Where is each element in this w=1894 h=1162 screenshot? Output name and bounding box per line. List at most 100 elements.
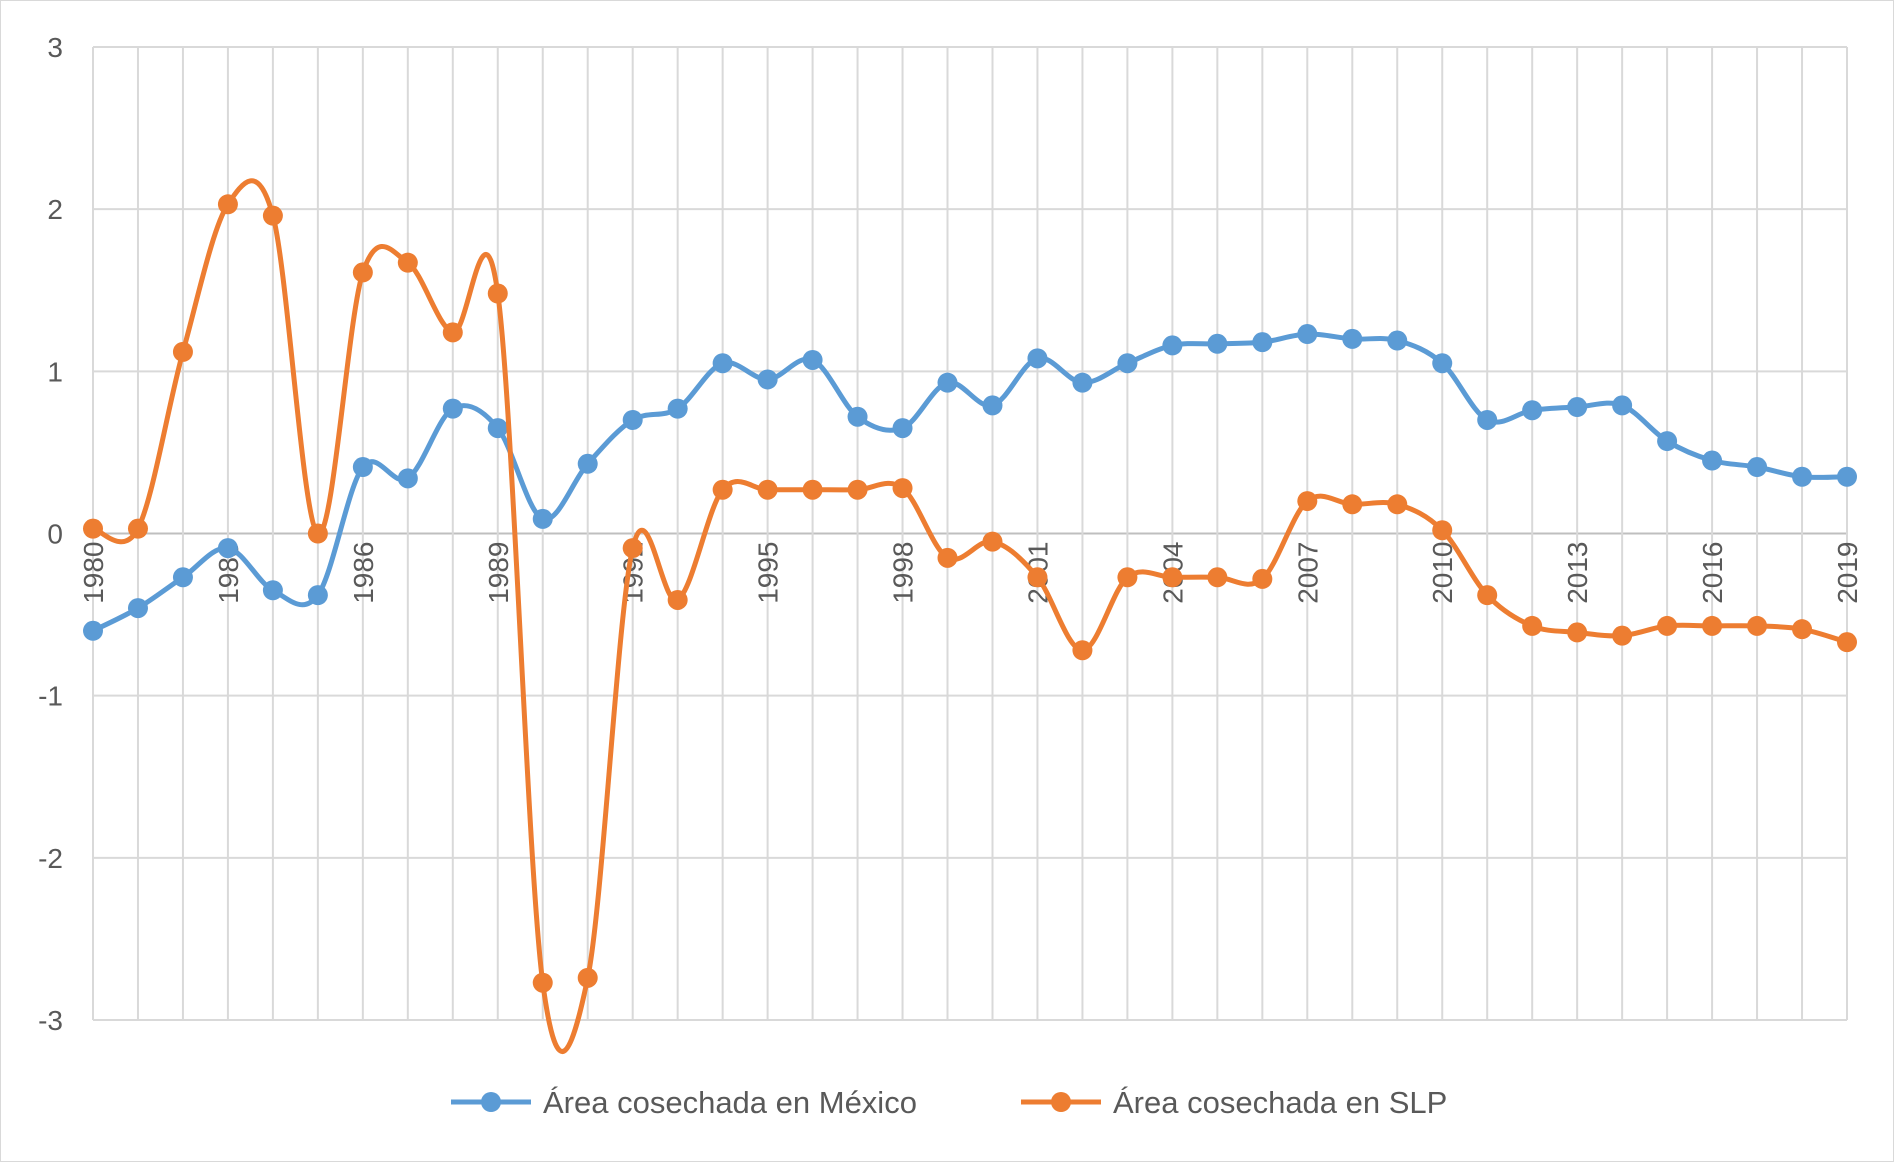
data-point [1567,622,1588,643]
data-point [937,547,958,568]
legend-entry: Área cosechada en SLP [1021,1085,1447,1120]
data-point [1432,520,1453,541]
data-point [667,589,688,610]
data-point [217,538,238,559]
x-tick-label: 2010 [1427,542,1458,604]
data-point [1477,585,1498,606]
grid-layer [92,46,1848,1021]
data-point [622,409,643,430]
data-point [802,349,823,370]
data-point [1837,632,1857,653]
data-point [307,585,328,606]
data-point [1207,567,1228,588]
data-point [712,353,733,374]
data-point [1297,324,1318,345]
data-point [1747,457,1768,478]
data-point [442,322,463,343]
data-point [1342,328,1363,349]
y-tick-label: 2 [47,194,63,225]
data-point [1477,409,1498,430]
data-point [1207,333,1228,354]
data-point [487,418,508,439]
data-point [1522,615,1543,636]
y-tick-label: 0 [47,519,63,550]
data-point [262,205,283,226]
data-point [1432,353,1453,374]
data-point [937,372,958,393]
legend-swatch-marker [1051,1092,1071,1112]
legend: Área cosechada en México Área cosechada e… [451,1085,1447,1120]
data-point [1162,335,1183,356]
data-point [1747,615,1768,636]
data-point [1702,450,1723,471]
data-point [532,508,553,529]
data-point [1072,640,1093,661]
legend-entry: Área cosechada en México [451,1085,917,1120]
data-point [127,598,148,619]
data-point [1792,619,1813,640]
data-point [1072,372,1093,393]
series-mexico [83,324,1857,641]
data-point [1252,568,1273,589]
y-tick-label: 3 [47,32,63,63]
series-slp [83,178,1857,1054]
data-point [172,341,193,362]
data-point [1612,395,1633,416]
data-point [217,194,238,215]
legend-label: Área cosechada en México [543,1085,917,1120]
data-point [442,398,463,419]
data-point [847,479,868,500]
data-point [892,418,913,439]
data-point [1702,615,1723,636]
data-point [757,479,778,500]
data-point [1792,466,1813,487]
data-point [1612,625,1633,646]
data-point [172,567,193,588]
y-tick-label: 1 [47,356,63,387]
data-point [1567,397,1588,418]
legend-swatch-marker [481,1092,501,1112]
x-tick-label: 2019 [1832,542,1863,604]
y-axis: 3 2 1 0 -1 -2 -3 [38,32,63,1036]
data-point [712,479,733,500]
data-point [577,453,598,474]
data-point [1027,567,1048,588]
data-point [487,283,508,304]
data-point [1387,494,1408,515]
data-point [982,531,1003,552]
data-point [1837,466,1857,487]
data-point [802,479,823,500]
data-point [1522,400,1543,421]
data-point [892,478,913,499]
data-point [667,398,688,419]
data-point [83,620,103,641]
x-tick-label: 2016 [1697,542,1728,604]
y-tick-label: -1 [38,681,63,712]
x-tick-label: 1986 [348,542,379,604]
data-point [1387,330,1408,351]
data-point [757,369,778,390]
data-point [262,580,283,601]
data-point [352,457,373,478]
data-point [1252,332,1273,353]
y-tick-label: -2 [38,843,63,874]
data-point [1297,491,1318,512]
data-point [1162,567,1183,588]
data-point [982,395,1003,416]
data-point [1657,431,1678,452]
data-point [127,518,148,539]
data-point [397,252,418,273]
legend-label: Área cosechada en SLP [1113,1085,1447,1120]
data-point [1117,353,1138,374]
data-point [352,262,373,283]
x-tick-label: 2007 [1292,542,1323,604]
data-point [1117,567,1138,588]
data-point [622,538,643,559]
data-point [83,518,103,539]
series-line [92,178,1848,1054]
x-tick-label: 2013 [1562,542,1593,604]
data-point [397,468,418,489]
data-point [577,967,598,988]
